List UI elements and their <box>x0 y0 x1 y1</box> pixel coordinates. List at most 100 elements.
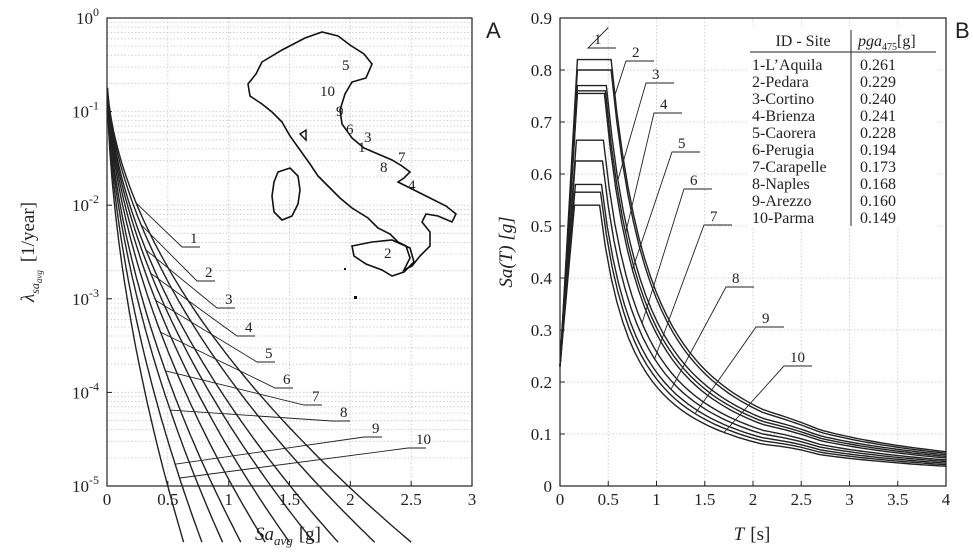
table-pga-7: 0.173 <box>860 159 896 176</box>
table-pga-3: 0.240 <box>860 91 896 108</box>
site-pga-table: ID - Site pga475[g] 1-L’Aquila 0.261 2-Pedar… <box>748 26 938 228</box>
panel-b-xtick-label: 3.5 <box>887 490 908 509</box>
panel-b-ytick-label: 0.8 <box>531 61 552 80</box>
panel-a-curve-8 <box>106 97 224 543</box>
panel-b-ytick-label: 0 <box>544 477 553 496</box>
table-site-10: 10-Parma <box>752 210 814 227</box>
panel-b-curve-label-7: 7 <box>710 209 718 225</box>
panel-b-ytick-label: 0.6 <box>531 165 552 184</box>
panel-b-curve-label-8: 8 <box>732 271 740 287</box>
panel-b-leader-2 <box>613 60 654 98</box>
table-header-site: ID - Site <box>775 33 830 50</box>
panel-a-ytick-label: 10-1 <box>72 99 99 122</box>
map-site-label-6: 6 <box>346 122 354 138</box>
italy-mainland <box>247 31 458 272</box>
panel-a-curve-label-2: 2 <box>205 265 213 281</box>
table-site-9: 9-Arezzo <box>752 193 812 210</box>
panel-b-leader-8 <box>670 286 754 390</box>
panel-b-ytick-label: 0.2 <box>531 373 552 392</box>
panel-a-curve-label-10: 10 <box>416 432 431 448</box>
panel-a-leader-10 <box>179 447 426 479</box>
panel-a-xtick-label: 3 <box>468 490 477 509</box>
panel-b-ytick-label: 0.9 <box>531 9 552 28</box>
island <box>344 268 346 270</box>
panel-a-ytick-label: 10-3 <box>72 286 99 309</box>
panel-b-curve-label-2: 2 <box>632 45 640 61</box>
panel-b-curve-10 <box>559 204 947 467</box>
panel-a-curve-label-4: 4 <box>245 320 253 336</box>
panel-a-curve-label-7: 7 <box>312 389 320 405</box>
table-pga-4: 0.241 <box>860 108 896 125</box>
panel-a-leader-7 <box>165 370 322 406</box>
panel-b-xtick-label: 2.5 <box>791 490 812 509</box>
panel-b-curve-5 <box>559 92 947 459</box>
panel-b-leader-1 <box>586 27 616 49</box>
panel-a-curve-10 <box>106 103 185 543</box>
panel-b-xtick-label: 2 <box>749 490 758 509</box>
panel-a-grid <box>107 18 472 487</box>
panel-b-curve-label-4: 4 <box>660 97 668 113</box>
table-pga-9: 0.160 <box>860 193 896 210</box>
panel-a-curve-label-5: 5 <box>265 346 273 362</box>
panel-b-curve-7 <box>559 160 947 463</box>
panel-b-curve-label-6: 6 <box>690 173 698 189</box>
map-site-label-3: 3 <box>364 130 372 146</box>
panel-a-curve-6 <box>106 93 266 543</box>
panel-b-curves <box>559 58 947 467</box>
panel-a-curve-label-3: 3 <box>225 292 233 308</box>
map-site-label-1: 1 <box>358 140 366 156</box>
panel-a-xtick-label: 1.5 <box>279 490 300 509</box>
map-site-label-9: 9 <box>336 104 344 120</box>
panel-a-leader-5 <box>155 300 275 363</box>
panel-a-curve-2 <box>106 88 376 543</box>
panel-b-xtick-label: 1.5 <box>694 490 715 509</box>
table-header-pga: pga475[g] <box>857 33 916 53</box>
panel-a-xtick-label: 2.5 <box>401 490 422 509</box>
panel-b-curve-label-1: 1 <box>594 32 602 48</box>
panel-a-letter: A <box>486 18 501 43</box>
panel-b-curve-label-3: 3 <box>652 67 660 83</box>
map-site-label-8: 8 <box>380 160 388 176</box>
panel-b-curve-8 <box>559 183 947 464</box>
map-site-label-10: 10 <box>320 84 335 100</box>
panel-a-xtick-label: 0 <box>103 490 112 509</box>
panel-a-curve-label-9: 9 <box>372 421 380 437</box>
panel-a-curve-9 <box>106 99 203 543</box>
panel-b-leader-4 <box>625 112 682 234</box>
panel-b-curve-1 <box>559 58 947 453</box>
sicily <box>351 239 415 277</box>
panel-a-curve-1 <box>106 87 412 543</box>
panel-b-ytick-label: 0.4 <box>531 269 553 288</box>
panel-b-curve-label-10: 10 <box>790 350 805 366</box>
panel-b-ticks: 0 0.5 1 1.5 2 2.5 3 3.5 4 0 0.1 0.2 0.3 0.4 0.5 0.6 0.7 0… <box>531 9 951 509</box>
panel-a-curve-label-6: 6 <box>283 372 291 388</box>
table-site-2: 2-Pedara <box>752 74 809 91</box>
map-site-label-4: 4 <box>408 178 416 194</box>
panel-a-xtick-label: 1 <box>224 490 233 509</box>
panel-b-leader-5 <box>631 151 700 270</box>
panel-b-curve-label-9: 9 <box>762 311 770 327</box>
panel-b-ytick-label: 0.3 <box>531 321 552 340</box>
table-site-6: 6-Perugia <box>752 142 814 159</box>
panel-b-curve-9 <box>559 191 947 466</box>
panel-a-xtick-label: 0.5 <box>157 490 178 509</box>
panel-a-leader-1 <box>135 202 200 248</box>
panel-a-leader-8 <box>170 409 350 422</box>
panel-b-xtick-label: 3 <box>845 490 854 509</box>
panel-b-curve-4 <box>559 90 947 458</box>
table-pga-8: 0.168 <box>860 176 896 193</box>
island <box>354 296 357 299</box>
panel-a-leader-2 <box>140 224 215 282</box>
panel-a-curves <box>106 87 412 543</box>
panel-b-curve-labels: 1 234 5 6 7 8 9 10 <box>586 27 812 433</box>
table-site-3: 3-Cortino <box>752 91 814 108</box>
table-pga-10: 0.149 <box>860 210 896 227</box>
panel-a-curve-label-8: 8 <box>340 405 348 421</box>
panel-a-xtick-label: 2 <box>346 490 355 509</box>
table-background <box>748 26 938 228</box>
panel-b-leader-10 <box>723 365 812 433</box>
panel-b-curve-6 <box>559 139 947 461</box>
